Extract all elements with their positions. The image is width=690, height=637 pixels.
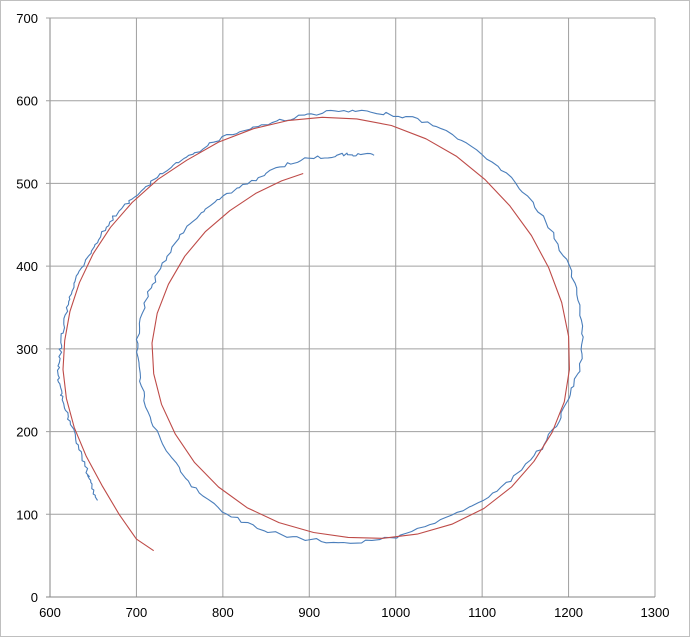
x-axis-ticks: 600 700 800 900 1000 1100 1200 1300	[39, 605, 669, 620]
y-tick-label-500: 500	[16, 176, 38, 191]
y-tick-label-300: 300	[16, 342, 38, 357]
x-tick-label-600: 600	[39, 605, 61, 620]
gridlines	[46, 17, 656, 598]
y-tick-label-0: 0	[31, 590, 38, 605]
y-tick-label-700: 700	[16, 11, 38, 26]
y-tick-label-600: 600	[16, 94, 38, 109]
x-tick-label-900: 900	[298, 605, 320, 620]
y-axis-ticks: 0 100 200 300 400 500 600 700	[16, 11, 38, 605]
x-tick-label-1300: 1300	[641, 605, 670, 620]
x-tick-label-1200: 1200	[554, 605, 583, 620]
x-tick-label-700: 700	[126, 605, 148, 620]
x-tick-label-1100: 1100	[468, 605, 496, 620]
series-group	[56, 109, 584, 552]
y-tick-label-100: 100	[16, 507, 38, 522]
x-tick-label-800: 800	[212, 605, 234, 620]
series-line-1	[56, 109, 584, 544]
y-tick-label-400: 400	[16, 259, 38, 274]
y-tick-label-200: 200	[16, 425, 38, 440]
x-tick-label-1000: 1000	[381, 605, 410, 620]
series-line-2	[62, 116, 570, 552]
